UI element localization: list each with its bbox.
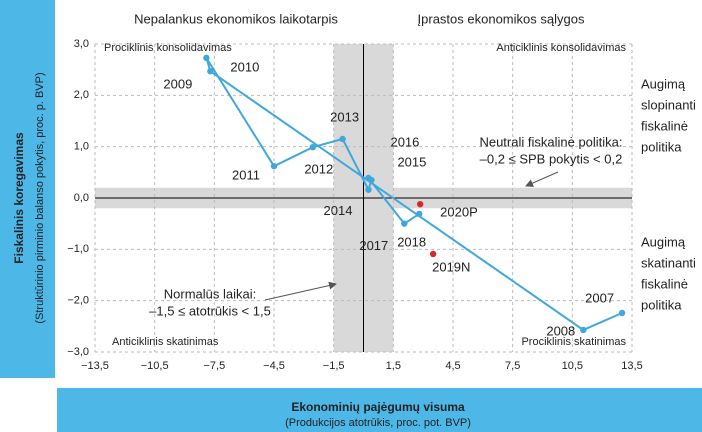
x-tick-label: −7,5 [203, 360, 225, 372]
header-left: Nepalankus ekonomikos laikotarpis [134, 11, 338, 26]
y-tick-label: 2,0 [74, 89, 89, 101]
x-tick-label: −10,5 [141, 360, 169, 372]
x-tick-label: −4,5 [263, 360, 285, 372]
side-label: politika [641, 139, 682, 154]
point-label: 2015 [397, 154, 426, 169]
point [365, 186, 372, 193]
point-label: 2020P [440, 205, 478, 220]
x-axis-subtitle: (Produkcijos atotrūkis, proc. pot. BVP) [285, 417, 471, 429]
y-axis-box [0, 0, 55, 378]
point-label: 2011 [232, 168, 260, 183]
x-tick-label: 7,5 [505, 360, 520, 372]
y-tick-label: 0,0 [74, 192, 89, 204]
y-axis-title: Fiskalinis koregavimas [12, 132, 26, 264]
point [416, 200, 424, 208]
side-label: skatinanti [641, 255, 696, 270]
point-label: 2008 [546, 323, 575, 338]
point-label: 2019N [432, 259, 470, 274]
quadrant-label: Anticiklinis konsolidavimas [496, 42, 626, 54]
point [270, 162, 278, 170]
point-label: 2007 [585, 290, 614, 305]
point-label: 2017 [359, 238, 388, 253]
x-axis-box [57, 388, 702, 432]
x-tick-label: −1,5 [323, 360, 345, 372]
point-label: 2018 [397, 234, 426, 249]
point [207, 68, 214, 75]
point-label: 2013 [330, 109, 359, 124]
x-tick-label: 1,5 [386, 360, 401, 372]
x-axis-title: Ekonominių pajėgumų visuma [291, 400, 465, 414]
quadrant-label: Anticiklinis skatinimas [112, 336, 219, 348]
y-axis-subtitle: (Struktūrinio pirminio balanso pokytis, … [34, 72, 46, 323]
point-label: 2014 [324, 203, 353, 218]
point [580, 326, 587, 334]
series-line [205, 57, 623, 332]
side-label: –1,5 ≤ atotrūkis < 1,5 [149, 303, 271, 318]
y-tick-label: −2,0 [67, 295, 89, 307]
point-label: 2010 [230, 59, 259, 74]
side-label: Augimą [641, 76, 686, 91]
point-label: 2009 [163, 77, 192, 92]
quadrant-label: Prociklinis konsolidavimas [104, 42, 232, 54]
point [415, 210, 423, 218]
x-tick-label: 10,5 [562, 360, 583, 372]
side-label: fiskalinė [641, 276, 688, 291]
point [429, 250, 437, 258]
y-tick-label: −1,0 [67, 243, 89, 255]
x-tick-label: 4,5 [445, 360, 460, 372]
point-label: 2012 [304, 162, 333, 177]
side-label: –0,2 ≤ SPB pokytis < 0,2 [480, 151, 623, 166]
side-label: Neutrali fiskalinė politika: [479, 134, 622, 149]
side-label: fiskalinė [641, 118, 688, 133]
side-label: slopinanti [641, 97, 696, 112]
point [401, 220, 408, 227]
point [339, 135, 346, 143]
side-label: Augimą [641, 234, 686, 249]
header-right: Įprastos ekonomikos sąlygos [418, 11, 585, 26]
point [365, 174, 372, 182]
y-tick-label: −3,0 [67, 346, 89, 358]
annotation-arrow [264, 281, 337, 301]
side-label: politika [641, 297, 682, 312]
y-tick-label: 3,0 [74, 38, 89, 50]
quadrant-label: Prociklinis skatinimas [521, 336, 626, 348]
x-tick-label: 13,5 [621, 360, 642, 372]
annotation-arrow [525, 171, 559, 187]
y-tick-label: 1,0 [74, 141, 89, 153]
x-tick-label: −13,5 [81, 360, 109, 372]
point [618, 309, 626, 317]
point [203, 54, 210, 62]
point [309, 143, 316, 151]
point-label: 2016 [390, 134, 419, 149]
side-label: Normalūs laikai: [164, 286, 256, 301]
